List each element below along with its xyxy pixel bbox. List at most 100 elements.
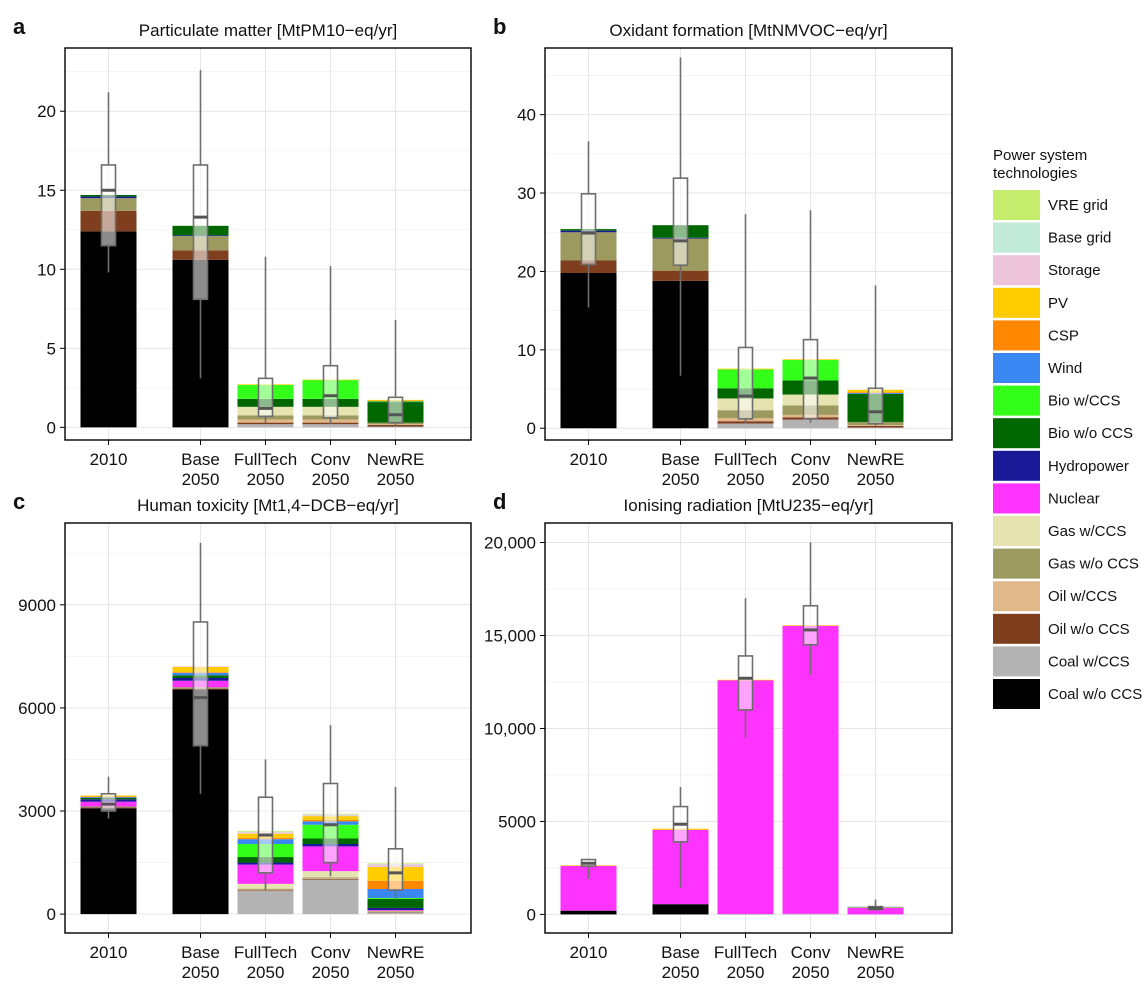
bar-segment (367, 911, 424, 913)
legend-label: Oil w/o CCS (1048, 621, 1130, 638)
box-iqr (322, 782, 339, 864)
x-tick-label-line: 2050 (247, 470, 285, 489)
y-tick-label: 20,000 (484, 534, 536, 553)
panel-letter: c (13, 489, 25, 514)
bar-segment (367, 911, 424, 912)
box-iqr (867, 387, 884, 425)
bar-segment (367, 912, 424, 915)
x-tick-label-line: 2050 (857, 470, 895, 489)
legend-label: Bio w/CCS (1048, 393, 1121, 410)
x-tick-label-line: Base (661, 943, 700, 962)
legend-label: Base grid (1048, 230, 1111, 247)
legend-swatch (993, 548, 1040, 579)
y-tick-label: 0 (47, 418, 56, 437)
legend-label: Hydropower (1048, 458, 1129, 475)
x-tick-label-line: 2050 (182, 470, 220, 489)
boxplots (100, 542, 404, 901)
box-iqr (100, 793, 117, 812)
x-tick-label: 2010 (570, 450, 608, 469)
y-tick-label: 5 (47, 339, 56, 358)
x-tick-label: FullTech 2050 (714, 943, 777, 982)
x-tick-label: Base 2050 (661, 450, 700, 489)
x-tick-label-line: Conv (311, 943, 351, 962)
x-tick-label: Conv 2050 (311, 943, 351, 982)
legend-title: technologies (993, 165, 1077, 182)
legend-swatch (993, 353, 1040, 383)
legend-label: Wind (1048, 360, 1082, 377)
box-iqr (322, 364, 339, 419)
y-tick-label: 9000 (18, 596, 56, 615)
bar-segment (367, 909, 424, 911)
x-tick-label-line: 2010 (570, 450, 608, 469)
legend-title: Power system (993, 147, 1087, 164)
x-tick-label: Base 2050 (661, 943, 700, 982)
x-tick-label-line: 2050 (247, 963, 285, 982)
x-tick-label-line: 2050 (792, 470, 830, 489)
box-iqr (257, 377, 274, 418)
panel-letter: b (493, 14, 506, 39)
box-iqr (192, 621, 209, 747)
x-tick-label-line: 2050 (662, 470, 700, 489)
y-tick-label: 10 (517, 341, 536, 360)
legend-swatch (993, 646, 1040, 677)
y-tick-label: 3000 (18, 802, 56, 821)
bar-segment (847, 425, 904, 428)
x-tick-label: FullTech 2050 (234, 450, 297, 489)
legend-swatch (993, 450, 1040, 481)
panel-c: 0 3000 6000 9000 2010 Base 2050 FullTech 2050 Con… (13, 489, 472, 982)
legend-label: PV (1048, 295, 1068, 312)
legend-label: VRE grid (1048, 197, 1108, 214)
bar-segment (237, 424, 294, 428)
x-tick-label-line: Conv (791, 943, 831, 962)
bars (80, 666, 424, 915)
bar-segment (782, 913, 839, 915)
boxplots (580, 57, 884, 426)
bar-segment (847, 907, 904, 915)
legend-label: Storage (1048, 262, 1101, 279)
y-tick-label: 10 (37, 260, 56, 279)
legend-label: Bio w/o CCS (1048, 425, 1133, 442)
x-tick-label-line: FullTech (714, 943, 777, 962)
legend-swatch (993, 418, 1040, 449)
x-tick-label: FullTech 2050 (234, 943, 297, 982)
bar-segment (302, 878, 359, 880)
bar-segment (80, 808, 137, 915)
bar-segment (237, 890, 294, 891)
box-iqr (580, 193, 597, 266)
x-tick-label: NewRE 2050 (847, 450, 905, 489)
x-tick-label-line: NewRE (367, 943, 425, 962)
x-tick-label-line: 2050 (662, 963, 700, 982)
legend-swatch (993, 320, 1040, 351)
y-tick-label: 10,000 (484, 719, 536, 738)
legend-swatch (993, 255, 1040, 286)
legend-swatch (993, 581, 1040, 612)
bar-segment (717, 423, 774, 429)
bar-segment (302, 877, 359, 879)
bar-segment (367, 426, 424, 428)
legend-swatch (993, 287, 1040, 318)
bar-segment (367, 910, 424, 912)
x-tick-label-line: 2010 (90, 943, 128, 962)
bar-segment (717, 914, 774, 915)
y-tick-label: 6000 (18, 699, 56, 718)
panel-title: Oxidant formation [MtNMVOC−eq/yr] (609, 21, 887, 40)
x-tick-label-line: FullTech (714, 450, 777, 469)
legend-swatch (993, 613, 1040, 644)
box-iqr (737, 655, 754, 711)
x-tick-label-line: Conv (791, 450, 831, 469)
x-tick-label-line: 2050 (727, 963, 765, 982)
legend-label: Coal w/o CCS (1048, 686, 1142, 703)
bar-segment (302, 424, 359, 428)
box-iqr (192, 164, 209, 301)
bar-segment (652, 904, 709, 915)
x-tick-label: 2010 (570, 943, 608, 962)
bar-segment (367, 907, 424, 910)
x-tick-label-line: 2010 (570, 943, 608, 962)
x-tick-label: Base 2050 (181, 943, 220, 982)
box-iqr (387, 396, 404, 424)
y-tick-label: 0 (47, 905, 56, 924)
x-tick-label-line: NewRE (847, 943, 905, 962)
